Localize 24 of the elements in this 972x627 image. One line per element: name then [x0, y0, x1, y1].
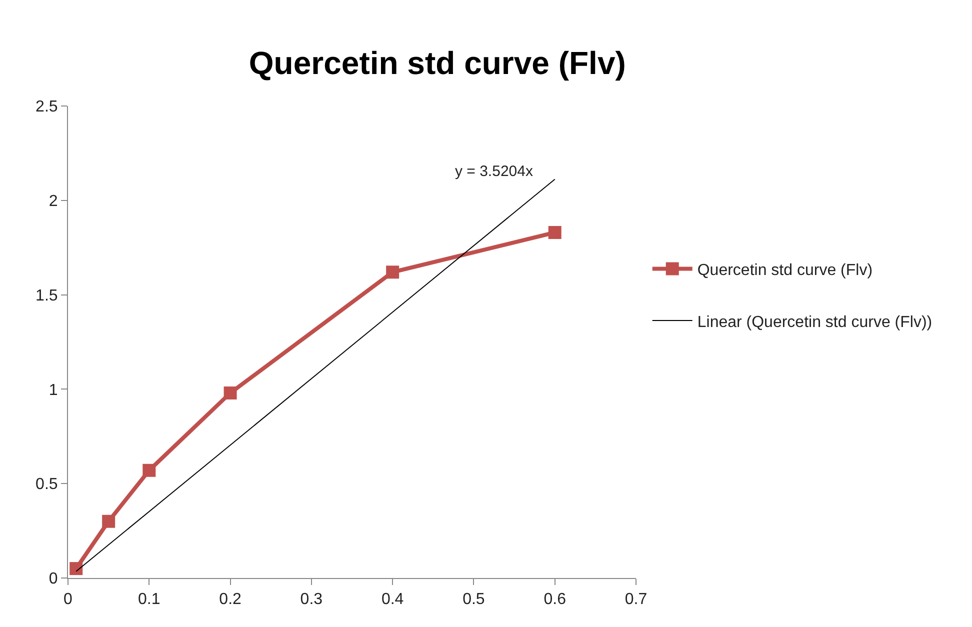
y-tick-label: 2.5 — [36, 98, 58, 116]
y-tick-label: 1 — [48, 382, 58, 399]
x-tick-label: 0.1 — [138, 591, 160, 608]
point — [548, 226, 562, 239]
x-tick-label: 0.2 — [219, 591, 242, 608]
point — [224, 386, 237, 400]
x-tick-label: 0.7 — [624, 591, 648, 608]
y-tick-label: 1.5 — [36, 287, 58, 304]
point — [142, 464, 156, 477]
point — [102, 514, 116, 528]
point — [386, 266, 400, 279]
y-tick-label: 0.5 — [36, 476, 58, 494]
x-tick-label: 0 — [64, 591, 73, 608]
y-tick-label: 0 — [48, 570, 58, 588]
x-tick-label: 0.3 — [300, 591, 323, 608]
x-tick-label: 0.5 — [462, 591, 485, 608]
chart-title: Quercetin std curve (Flv) — [248, 44, 626, 81]
point — [70, 562, 83, 576]
annotation: y = 3.5204x — [455, 163, 534, 180]
legend-label: Linear (Quercetin std curve (Flv)) — [697, 314, 932, 331]
x-tick-label: 0.6 — [544, 591, 566, 608]
x-tick-label: 0.4 — [381, 591, 404, 608]
y-tick-label: 2 — [48, 193, 58, 210]
legend-label: Quercetin std curve (Flv) — [697, 262, 873, 279]
